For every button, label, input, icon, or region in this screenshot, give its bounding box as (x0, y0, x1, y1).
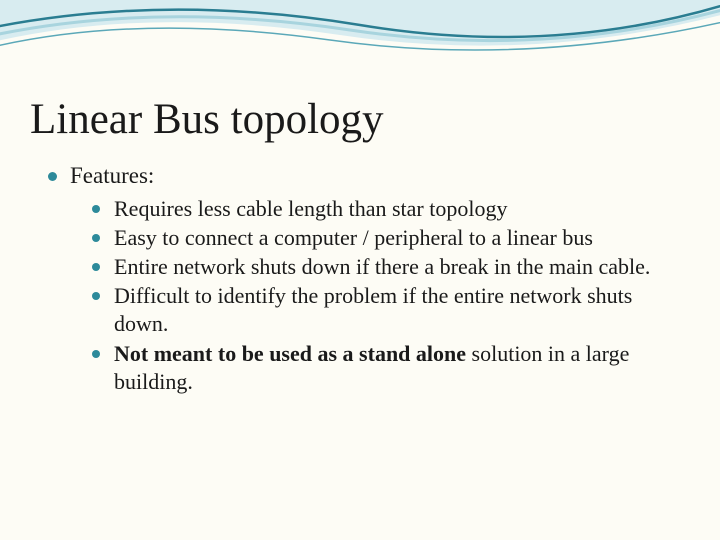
level1-label: Features: (70, 163, 154, 188)
level2-list: Requires less cable length than star top… (70, 195, 690, 396)
slide-content: Linear Bus topology Features: Requires l… (30, 95, 690, 397)
level1-item: Features: Requires less cable length tha… (48, 162, 690, 396)
level1-list: Features: Requires less cable length tha… (30, 162, 690, 396)
feature-item: Not meant to be used as a stand alone so… (92, 340, 690, 396)
feature-item: Entire network shuts down if there a bre… (92, 253, 690, 281)
feature-item: Easy to connect a computer / peripheral … (92, 224, 690, 252)
header-swoosh (0, 0, 720, 90)
feature-item: Requires less cable length than star top… (92, 195, 690, 223)
slide-title: Linear Bus topology (30, 95, 690, 144)
feature-item: Difficult to identify the problem if the… (92, 282, 690, 338)
